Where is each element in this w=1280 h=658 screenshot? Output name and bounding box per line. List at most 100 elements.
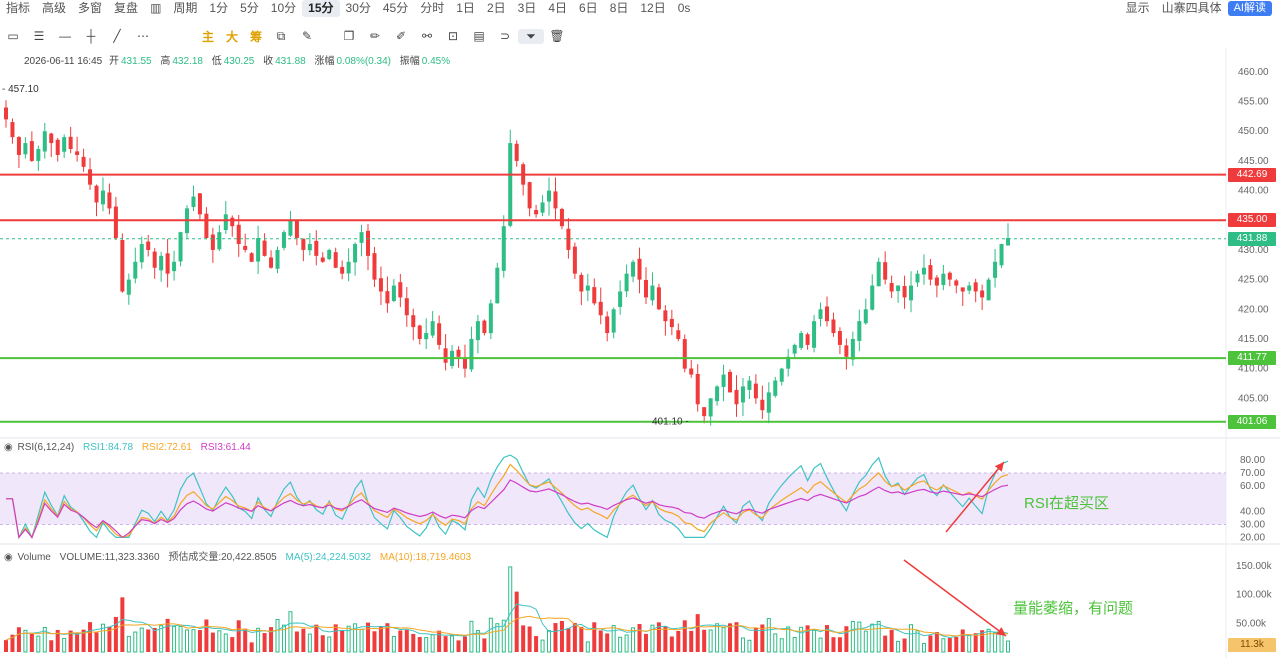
candle-body [514, 143, 519, 161]
volume-bar [676, 630, 681, 652]
candle-body [139, 244, 144, 263]
volume-bar [178, 625, 183, 653]
filter-icon[interactable]: ⏷ [518, 28, 544, 44]
candle-body [902, 286, 907, 298]
copy-icon[interactable]: ⧉ [276, 28, 286, 43]
period-18[interactable]: 8日 [609, 1, 629, 15]
period-19[interactable]: 12日 [640, 1, 666, 15]
replay-icon[interactable]: 复盘 [114, 1, 139, 15]
ma5-value: MA(5):24,224.5032 [285, 552, 372, 563]
horizontal-line-icon[interactable]: — [59, 29, 71, 43]
candle-body [896, 285, 901, 292]
ray-line-icon[interactable]: ┼ [86, 29, 96, 43]
price-axis-tick: 430.00 [1238, 245, 1269, 256]
pencil-icon[interactable]: ✏ [369, 29, 381, 43]
pen-slash-icon[interactable]: ✎ [301, 29, 313, 43]
candle-body [178, 232, 183, 262]
candle-body [766, 392, 771, 413]
rsi-axis-tick: 30.00 [1240, 520, 1265, 531]
rectangle-icon[interactable]: ▭ [7, 29, 19, 43]
period-6[interactable]: 1分 [209, 1, 229, 15]
chart-type-icon[interactable]: ▥ [150, 1, 162, 15]
volume-bar [404, 629, 409, 652]
volume-eye-icon[interactable]: ◉ [4, 552, 13, 563]
level-price-tag[interactable]: 411.77 [1228, 351, 1276, 366]
candle-body [120, 240, 125, 292]
volume-bar [210, 632, 215, 652]
volume-bar [372, 631, 377, 652]
trend-line-icon[interactable]: ╱ [113, 29, 121, 43]
display-button[interactable]: 显示 [1125, 1, 1150, 15]
windows-icon[interactable]: 多窗 [78, 1, 103, 15]
candle-body [236, 224, 241, 244]
level-price-tag[interactable]: 442.69 [1228, 167, 1276, 182]
main-force-button[interactable]: 主 [201, 29, 214, 44]
candle-body [909, 285, 914, 301]
candle-body [585, 285, 590, 291]
volume-bar [36, 635, 41, 653]
volume-bar [656, 622, 661, 652]
period-20[interactable]: 0s [677, 1, 691, 15]
candle-body [702, 407, 707, 417]
period-icon[interactable]: 周期 [173, 1, 198, 15]
menu-icon[interactable]: ☰ [33, 29, 45, 43]
period-12[interactable]: 分时 [420, 1, 445, 15]
period-13[interactable]: 1日 [456, 1, 475, 15]
rsi-axis-tick: 20.00 [1240, 532, 1265, 543]
volume-bar [68, 630, 73, 652]
candle-body [682, 339, 687, 369]
candle-body [204, 213, 209, 239]
volume-bar [766, 618, 771, 653]
note-icon[interactable]: ▤ [473, 29, 485, 43]
indicator-template-select[interactable]: 山寨四具体 [1161, 1, 1222, 15]
period-16[interactable]: 4日 [548, 1, 567, 15]
volume-bar [954, 637, 959, 652]
candle-body [915, 273, 920, 283]
period-9[interactable]: 15分 [302, 0, 340, 17]
candle-body [398, 282, 403, 298]
candle-body [669, 318, 674, 328]
volume-bar [262, 633, 267, 652]
trash-icon[interactable]: 🗑 [549, 29, 565, 43]
volume-bar [508, 566, 513, 653]
chip-button[interactable]: 筹 [249, 29, 262, 44]
level-price-tag[interactable]: 401.06 [1228, 414, 1276, 429]
candle-body [475, 321, 480, 341]
lock-icon[interactable]: ⊡ [447, 29, 459, 43]
ai-interpret-button[interactable]: AI解读 [1227, 1, 1272, 16]
period-7[interactable]: 5分 [240, 1, 259, 15]
volume-ma-5 [5, 603, 1009, 641]
rsi-eye-icon[interactable]: ◉ [4, 442, 13, 453]
candle-body [792, 344, 797, 354]
period-8[interactable]: 10分 [270, 1, 297, 15]
volume-bar [139, 627, 144, 653]
settings-icon[interactable]: 高级 [42, 1, 67, 15]
candle-body [36, 149, 41, 161]
period-17[interactable]: 6日 [579, 1, 598, 15]
clone-icon[interactable]: ❐ [343, 29, 355, 43]
volume-bar [288, 611, 293, 653]
volume-bar [534, 636, 539, 652]
candle-body [540, 202, 545, 213]
period-15[interactable]: 3日 [517, 1, 537, 15]
volume-bar [385, 623, 390, 652]
volume-bar [896, 640, 901, 653]
period-11[interactable]: 45分 [382, 1, 409, 15]
large-order-button[interactable]: 大 [225, 29, 238, 44]
volume-bar [740, 637, 745, 653]
volume-bar [572, 623, 577, 652]
volume-bar [993, 632, 998, 653]
volume-bar [159, 625, 164, 653]
candle-body [637, 258, 642, 280]
more-icon[interactable]: ⋯ [137, 29, 149, 43]
brush-icon[interactable]: ✐ [395, 29, 407, 43]
volume-bar [921, 642, 926, 653]
magnet-icon[interactable]: ⊃ [499, 29, 511, 43]
period-10[interactable]: 30分 [345, 1, 371, 15]
grid-icon[interactable]: 指标 [6, 1, 31, 15]
period-14[interactable]: 2日 [486, 1, 506, 15]
candle-body [172, 261, 177, 272]
dumbbell-icon[interactable]: ⚯ [421, 29, 433, 43]
level-price-tag[interactable]: 435.00 [1228, 213, 1276, 228]
